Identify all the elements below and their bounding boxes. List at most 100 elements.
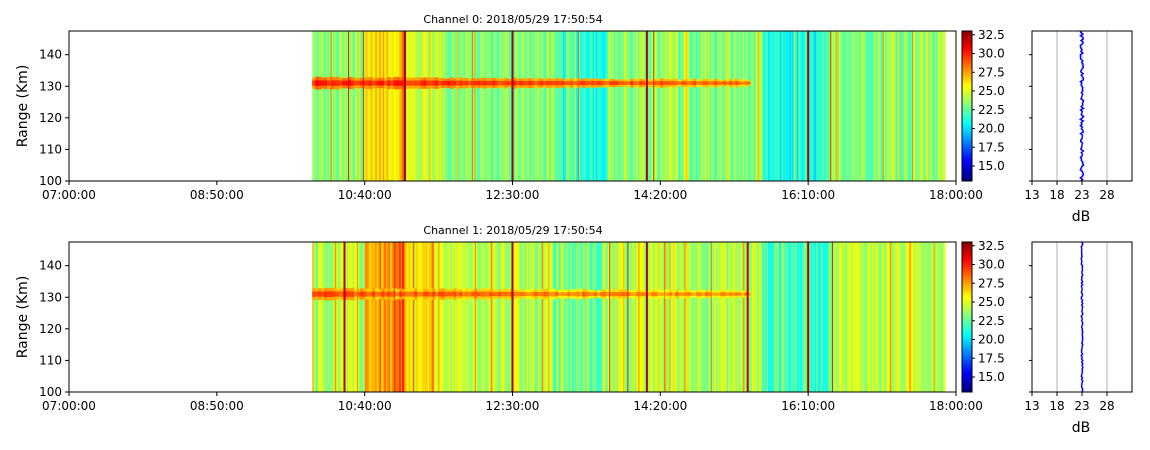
echo-band-core bbox=[609, 292, 613, 296]
heatmap-column bbox=[370, 31, 373, 181]
heatmap-column bbox=[543, 242, 546, 392]
echo-band-core bbox=[720, 81, 724, 85]
echo-band-core bbox=[330, 80, 334, 86]
echo-band-core bbox=[636, 291, 640, 297]
echo-band-core bbox=[504, 291, 508, 297]
colorbar-segment bbox=[962, 86, 972, 89]
heatmap-column bbox=[459, 31, 462, 181]
heatmap-column bbox=[583, 242, 586, 392]
heatmap-column bbox=[846, 242, 849, 392]
colorbar-segment bbox=[962, 329, 972, 333]
heatmap-column bbox=[493, 242, 496, 392]
heatmap-column bbox=[763, 31, 766, 181]
heatmap-column bbox=[390, 31, 393, 181]
heatmap-column bbox=[775, 31, 778, 181]
heatmap-column bbox=[910, 31, 913, 181]
heatmap-column bbox=[327, 31, 330, 181]
echo-band-core bbox=[699, 81, 703, 85]
echo-band-core bbox=[597, 292, 601, 296]
heatmap-column bbox=[610, 31, 613, 181]
colorbar-segment bbox=[962, 387, 972, 390]
heatmap-column bbox=[555, 31, 558, 181]
heatmap-column bbox=[348, 242, 351, 392]
heatmap-column bbox=[580, 31, 583, 181]
echo-band-core bbox=[591, 292, 595, 296]
echo-band-core bbox=[648, 81, 652, 85]
heatmap-column bbox=[781, 242, 784, 392]
echo-band-core bbox=[726, 81, 730, 86]
heatmap-column bbox=[838, 242, 841, 392]
profile-frame bbox=[1031, 30, 1133, 182]
echo-band-core bbox=[612, 81, 616, 85]
profile-x-tick-label: 23 bbox=[1074, 399, 1089, 413]
heatmap-column bbox=[768, 242, 771, 392]
heatmap-column bbox=[859, 31, 862, 181]
echo-band-core bbox=[498, 80, 502, 86]
heatmap-column bbox=[541, 242, 544, 392]
heatmap-column bbox=[327, 242, 330, 392]
echo-band-core bbox=[741, 81, 745, 85]
heatmap-column bbox=[649, 242, 652, 392]
heatmap-column bbox=[894, 242, 897, 392]
echo-band-core bbox=[369, 80, 373, 86]
echo-band-core bbox=[558, 292, 562, 296]
colorbar-segment bbox=[962, 242, 972, 245]
colorbar-segment bbox=[962, 106, 972, 109]
heatmap-column bbox=[361, 31, 364, 181]
heatmap-column bbox=[786, 242, 789, 392]
heatmap-column bbox=[730, 31, 733, 181]
heatmap-column bbox=[819, 31, 822, 181]
heatmap-column bbox=[399, 242, 402, 392]
echo-band-core bbox=[402, 80, 406, 86]
heatmap-column bbox=[831, 31, 834, 181]
heatmap-column bbox=[820, 31, 823, 181]
heatmap-column bbox=[706, 31, 709, 181]
heatmap-column bbox=[319, 31, 322, 181]
colorbar-tick-label: 25.0 bbox=[978, 84, 1005, 98]
chart-title: Channel 1: 2018/05/29 17:50:54 bbox=[423, 224, 602, 237]
heatmap-column bbox=[936, 31, 939, 181]
interference-line bbox=[348, 31, 350, 181]
heatmap-column bbox=[745, 31, 748, 181]
echo-band-core bbox=[660, 80, 664, 86]
echo-band-core bbox=[543, 291, 547, 297]
colorbar-segment bbox=[962, 46, 972, 49]
heatmap-column bbox=[633, 31, 636, 181]
heatmap-column bbox=[736, 31, 739, 181]
colorbar-segment bbox=[962, 48, 972, 52]
heatmap-column bbox=[475, 242, 478, 392]
heatmap-column bbox=[573, 242, 576, 392]
colorbar-segment bbox=[962, 287, 972, 290]
echo-band-core bbox=[357, 291, 361, 297]
heatmap-column bbox=[834, 242, 837, 392]
heatmap-column bbox=[616, 242, 619, 392]
interference-line bbox=[362, 31, 364, 181]
heatmap-column bbox=[573, 31, 576, 181]
heatmap-column bbox=[819, 242, 822, 392]
heatmap-column bbox=[916, 242, 919, 392]
heatmap-column bbox=[940, 242, 943, 392]
heatmap-column bbox=[802, 31, 805, 181]
heatmap-column bbox=[739, 31, 742, 181]
heatmap-column bbox=[315, 242, 318, 392]
heatmap-column bbox=[783, 31, 786, 181]
colorbar-tick-label: 30.0 bbox=[978, 258, 1005, 272]
colorbar-segment bbox=[962, 173, 972, 177]
heatmap-column bbox=[682, 242, 685, 392]
echo-band-core bbox=[456, 80, 460, 86]
echo-band-core bbox=[735, 81, 739, 85]
heatmap-column bbox=[475, 31, 478, 181]
heatmap-column bbox=[507, 31, 510, 181]
heatmap-column bbox=[319, 242, 322, 392]
heatmap-column bbox=[792, 242, 795, 392]
heatmap-column bbox=[439, 31, 442, 181]
heatmap-column bbox=[565, 31, 568, 181]
colorbar-segment bbox=[962, 168, 972, 172]
heatmap-column bbox=[312, 242, 315, 392]
heatmap-column bbox=[897, 31, 900, 181]
colorbar-segment bbox=[962, 382, 972, 385]
heatmap-column bbox=[639, 31, 642, 181]
heatmap-column bbox=[558, 31, 561, 181]
echo-band-core bbox=[618, 291, 622, 297]
colorbar-segment bbox=[962, 277, 972, 280]
